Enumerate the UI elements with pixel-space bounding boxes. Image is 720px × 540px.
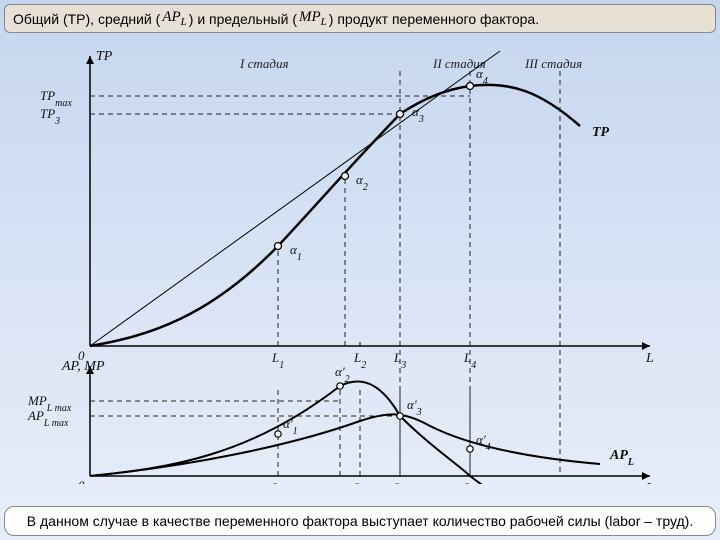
title-text-2: ) и предельный ( <box>189 11 297 27</box>
svg-text:III стадия: III стадия <box>524 56 582 71</box>
svg-text:α'4: α'4 <box>476 432 491 453</box>
svg-text:L2: L2 <box>353 480 366 484</box>
title-text-3: ) продукт переменного фактора. <box>329 11 539 27</box>
economics-chart: TPL0I стадияII стадияIII стадияTPmaxTP3L… <box>10 36 710 484</box>
svg-text:α2: α2 <box>356 172 368 193</box>
svg-text:L1: L1 <box>271 480 284 484</box>
svg-text:I стадия: I стадия <box>239 56 289 71</box>
title-bar: Общий (ТР), средний ( APL ) и предельный… <box>4 4 716 33</box>
caption-text: В данном случае в качестве переменного ф… <box>27 513 693 529</box>
svg-text:AP, MP: AP, MP <box>61 359 105 374</box>
svg-text:L: L <box>645 481 654 484</box>
chart-container: TPL0I стадияII стадияIII стадияTPmaxTP3L… <box>10 36 710 484</box>
title-text-1: Общий (ТР), средний ( <box>13 11 160 27</box>
svg-text:α1: α1 <box>290 242 302 263</box>
svg-text:L1: L1 <box>271 350 284 371</box>
svg-text:α'2: α'2 <box>335 364 350 385</box>
svg-text:TP: TP <box>96 49 113 64</box>
svg-text:TP: TP <box>592 125 610 140</box>
svg-text:L4: L4 <box>463 480 476 484</box>
svg-text:L4: L4 <box>463 350 476 371</box>
formula-mpl: MPL <box>299 9 327 28</box>
formula-apl: APL <box>162 9 186 28</box>
svg-text:L: L <box>645 351 654 366</box>
svg-text:0: 0 <box>78 478 85 484</box>
svg-text:L2: L2 <box>353 350 366 371</box>
svg-text:L3: L3 <box>393 480 406 484</box>
svg-text:APL: APL <box>609 448 634 468</box>
caption-bar: В данном случае в качестве переменного ф… <box>4 506 716 536</box>
svg-text:α'3: α'3 <box>407 397 422 418</box>
svg-text:TP3: TP3 <box>40 106 60 127</box>
svg-text:α'1: α'1 <box>283 416 298 437</box>
svg-text:L3: L3 <box>393 350 406 371</box>
svg-text:α4: α4 <box>476 66 488 87</box>
